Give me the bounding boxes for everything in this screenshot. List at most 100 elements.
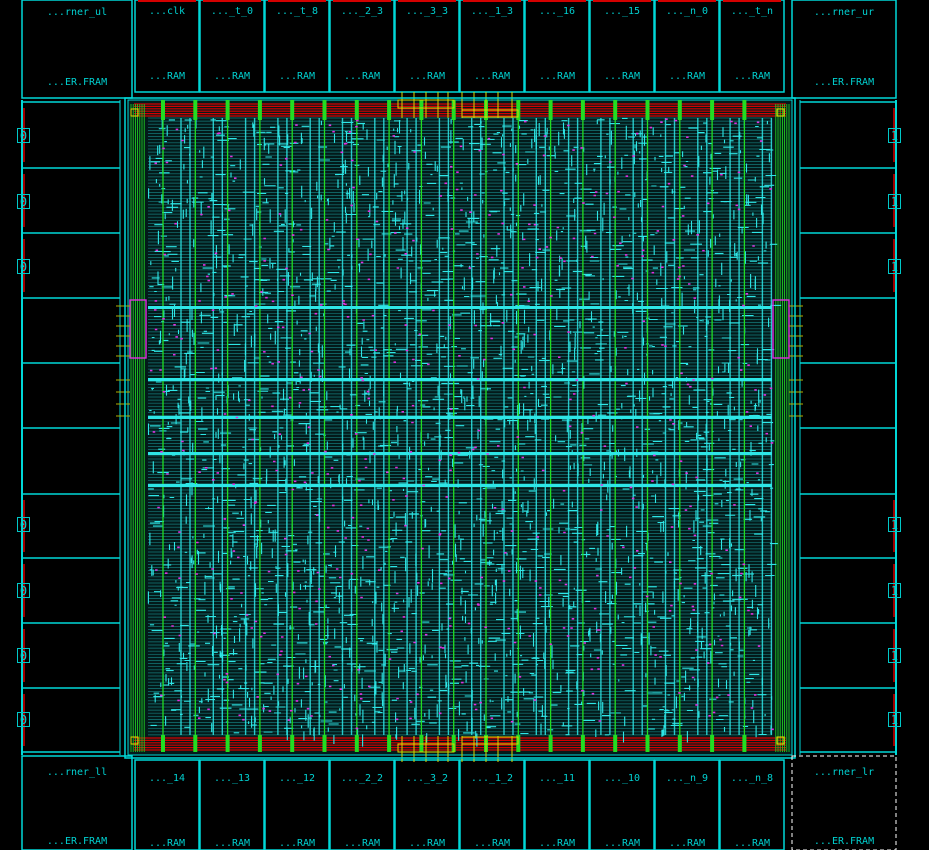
bottom-pad-1-name: ..._13 <box>213 773 251 784</box>
bottom-pad-1-box <box>199 759 265 850</box>
right-pin-5-label: 1 <box>888 648 901 663</box>
bottom-pad-9-name: ..._n_8 <box>730 773 774 784</box>
route-band-1 <box>148 378 772 381</box>
top-pad-row <box>134 0 785 93</box>
top-pad-4-name: ..._3_3 <box>405 6 449 17</box>
top-pad-0-name: ...clk <box>148 6 186 17</box>
bottom-pad-9-sub: ...RAM <box>733 838 771 849</box>
bottom-pad-0-name: ..._14 <box>148 773 186 784</box>
core-area[interactable] <box>116 92 803 762</box>
left-io-block <box>129 299 147 359</box>
top-pad-2-name: ..._t_8 <box>275 6 319 17</box>
top-pad-1-name: ..._t_0 <box>210 6 254 17</box>
bottom-pad-2-sub: ...RAM <box>278 838 316 849</box>
bottom-pad-3-box <box>329 759 395 850</box>
top-pad-2-box <box>264 0 330 93</box>
bottom-pad-0-box <box>134 759 200 850</box>
top-pad-7-box <box>589 0 655 93</box>
top-pad-7-name: ..._15 <box>603 6 641 17</box>
side-pin-stubs <box>116 305 803 417</box>
bottom-pad-row <box>134 759 785 850</box>
top-pad-4-box <box>394 0 460 93</box>
top-pad-6-sub: ...RAM <box>538 71 576 82</box>
core-corner-mark-3 <box>776 736 785 745</box>
right-pin-0-label: 1 <box>888 128 901 143</box>
top-pad-6-marker <box>528 0 586 2</box>
corner-ul-name: ...rner_ul <box>46 7 108 18</box>
right-pin-3-label: 1 <box>888 517 901 532</box>
bottom-pad-5-sub: ...RAM <box>473 838 511 849</box>
left-pin-5-label: 0 <box>17 648 30 663</box>
bottom-pad-7-sub: ...RAM <box>603 838 641 849</box>
top-pad-8-marker <box>658 0 716 2</box>
left-pin-0-label: 0 <box>17 128 30 143</box>
route-band-0 <box>148 306 772 309</box>
top-pin-cluster-b <box>461 109 519 118</box>
right-pin-2-label: 1 <box>888 259 901 274</box>
bottom-pad-7-name: ..._10 <box>603 773 641 784</box>
right-io-block <box>772 299 790 359</box>
top-pad-6-box <box>524 0 590 93</box>
corner-ll-box <box>21 755 133 850</box>
top-pad-9-box <box>719 0 785 93</box>
top-pad-6-name: ..._16 <box>538 6 576 17</box>
bottom-pad-5-name: ..._1_2 <box>470 773 514 784</box>
top-pad-1-marker <box>203 0 261 2</box>
top-pad-0-sub: ...RAM <box>148 71 186 82</box>
bottom-pad-2-name: ..._12 <box>278 773 316 784</box>
corner-ul-sub: ...ER.FRAM <box>46 77 108 88</box>
corner-ur-name: ...rner_ur <box>813 7 875 18</box>
top-pad-5-sub: ...RAM <box>473 71 511 82</box>
top-pad-9-sub: ...RAM <box>733 71 771 82</box>
corner-lr-box <box>791 755 897 850</box>
top-pad-8-box <box>654 0 720 93</box>
core-corner-mark-2 <box>130 736 139 745</box>
top-pad-3-name: ..._2_3 <box>340 6 384 17</box>
corner-lr-name: ...rner_lr <box>813 767 875 778</box>
corner-ur-sub: ...ER.FRAM <box>813 77 875 88</box>
bottom-pad-4-name: ..._3_2 <box>405 773 449 784</box>
top-pad-2-marker <box>268 0 326 2</box>
top-pad-7-marker <box>593 0 651 2</box>
corner-ur-box <box>791 0 897 99</box>
left-pin-3-label: 0 <box>17 517 30 532</box>
top-pad-3-marker <box>333 0 391 2</box>
corner-ll-name: ...rner_ll <box>46 767 108 778</box>
top-pad-9-name: ..._t_n <box>730 6 774 17</box>
route-band-4 <box>148 484 772 487</box>
power-straps <box>162 100 746 752</box>
core-corner-mark-0 <box>130 108 139 117</box>
top-pad-0-marker <box>138 0 196 2</box>
top-pad-1-box <box>199 0 265 93</box>
bottom-pad-8-sub: ...RAM <box>668 838 706 849</box>
bottom-pad-6-name: ..._11 <box>538 773 576 784</box>
bottom-pad-4-sub: ...RAM <box>408 838 446 849</box>
top-pad-3-box <box>329 0 395 93</box>
core-corner-mark-1 <box>776 108 785 117</box>
top-pad-9-marker <box>723 0 781 2</box>
core-boundary <box>127 99 793 756</box>
bottom-pad-3-sub: ...RAM <box>343 838 381 849</box>
top-pad-5-name: ..._1_3 <box>470 6 514 17</box>
left-pin-6-label: 0 <box>17 712 30 727</box>
top-pin-cluster-a <box>397 99 455 109</box>
top-pad-4-sub: ...RAM <box>408 71 446 82</box>
corner-lr-sub: ...ER.FRAM <box>813 836 875 847</box>
bottom-pad-3-name: ..._2_2 <box>340 773 384 784</box>
bottom-pad-6-sub: ...RAM <box>538 838 576 849</box>
bottom-pad-2-box <box>264 759 330 850</box>
top-pad-3-sub: ...RAM <box>343 71 381 82</box>
top-pad-1-sub: ...RAM <box>213 71 251 82</box>
right-pin-6-label: 1 <box>888 712 901 727</box>
side-pad-columns <box>22 100 896 755</box>
top-pad-5-box <box>459 0 525 93</box>
bottom-pad-8-name: ..._n_9 <box>665 773 709 784</box>
top-pad-8-name: ..._n_0 <box>665 6 709 17</box>
top-pad-0-box <box>134 0 200 93</box>
bottom-pad-6-box <box>524 759 590 850</box>
core-outline <box>124 97 796 759</box>
top-pad-2-sub: ...RAM <box>278 71 316 82</box>
corner-ul-box <box>21 0 133 99</box>
